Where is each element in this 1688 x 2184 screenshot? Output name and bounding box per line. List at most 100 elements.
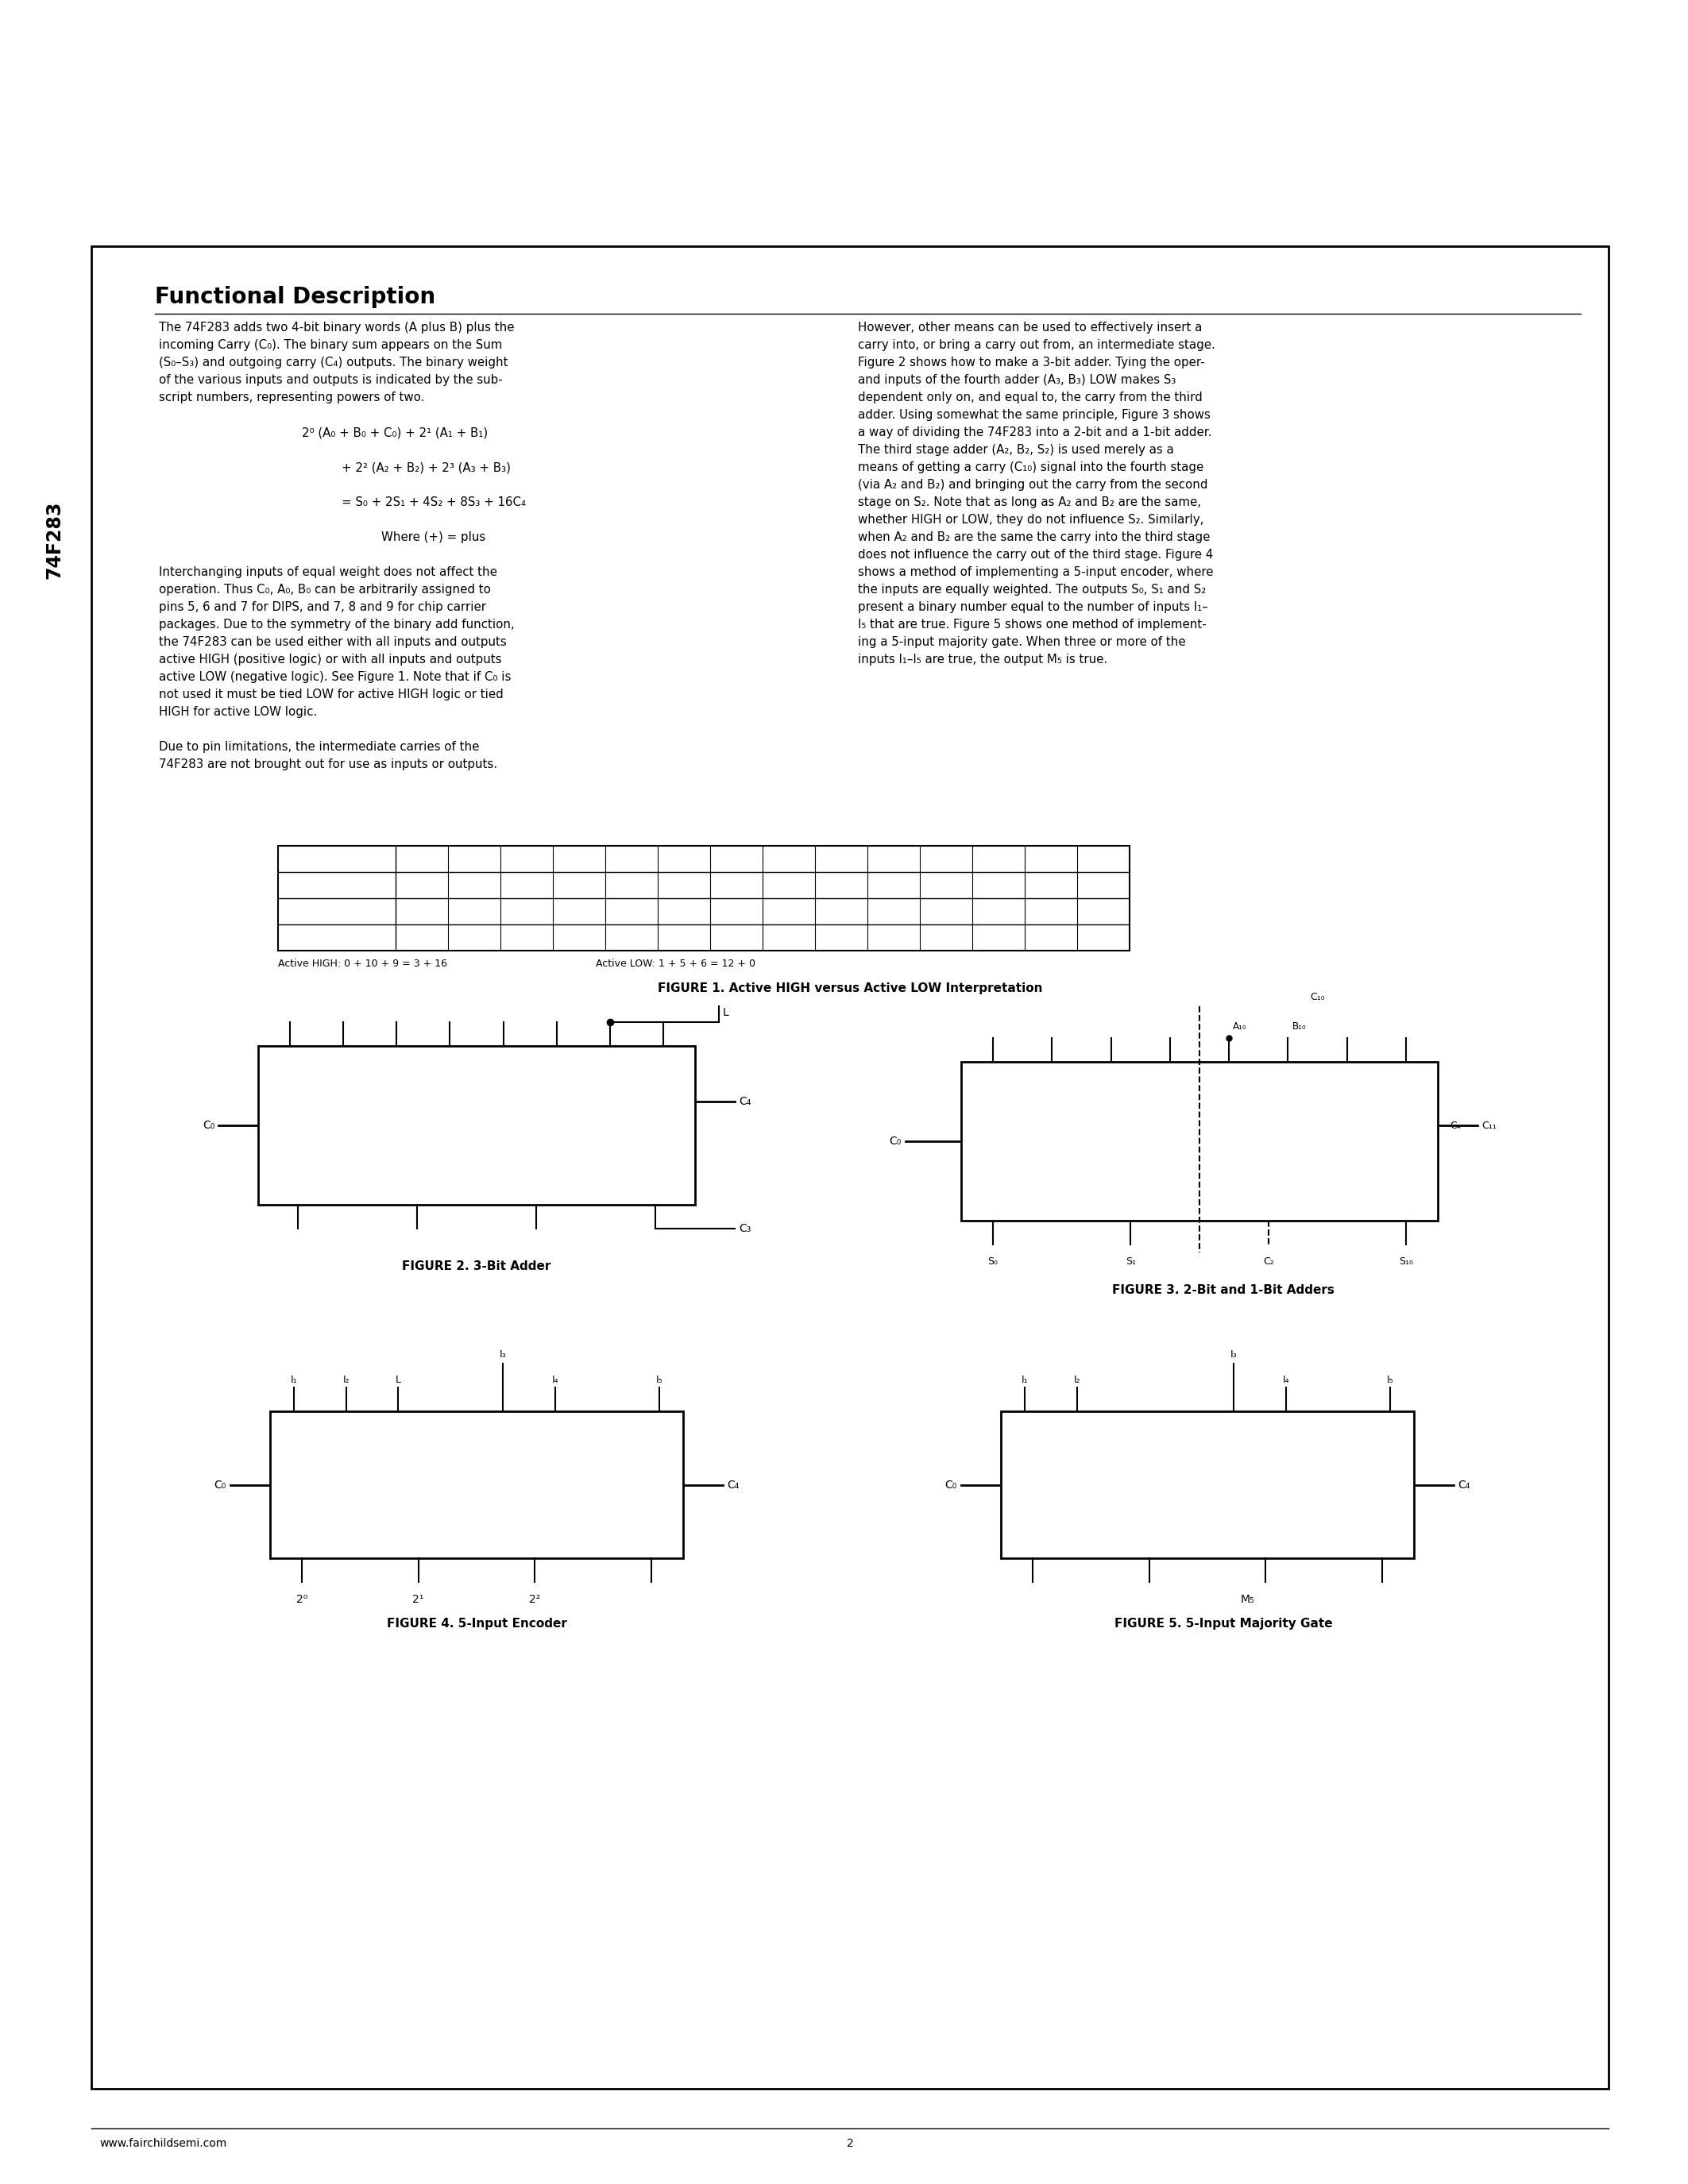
Text: B₂: B₂ — [552, 1055, 562, 1066]
Text: B₀: B₀ — [677, 854, 690, 865]
Text: the 74F283 can be used either with all inputs and outputs: the 74F283 can be used either with all i… — [159, 636, 506, 649]
Text: www.fairchildsemi.com: www.fairchildsemi.com — [100, 2138, 226, 2149]
Text: A₁: A₁ — [1106, 1072, 1116, 1081]
Text: C₀: C₀ — [214, 1479, 226, 1489]
Text: adder. Using somewhat the same principle, Figure 3 shows: adder. Using somewhat the same principle… — [858, 408, 1210, 422]
Text: stage on S₂. Note that as long as A₂ and B₂ are the same,: stage on S₂. Note that as long as A₂ and… — [858, 496, 1202, 509]
Text: active HIGH (positive logic) or with all inputs and outputs: active HIGH (positive logic) or with all… — [159, 653, 501, 666]
Text: B₁: B₁ — [444, 1055, 456, 1066]
Text: = S₀ + 2S₁ + 4S₂ + 8S₃ + 16C₄: = S₀ + 2S₁ + 4S₂ + 8S₃ + 16C₄ — [341, 496, 527, 509]
Text: shows a method of implementing a 5-input encoder, where: shows a method of implementing a 5-input… — [858, 566, 1214, 579]
Text: the inputs are equally weighted. The outputs S₀, S₁ and S₂: the inputs are equally weighted. The out… — [858, 583, 1205, 596]
Text: S₂: S₂ — [530, 1535, 540, 1546]
Text: FIGURE 3. 2-Bit and 1-Bit Adders: FIGURE 3. 2-Bit and 1-Bit Adders — [1112, 1284, 1335, 1295]
Bar — [960, 1061, 1438, 1221]
Text: means of getting a carry (C₁₀) signal into the fourth stage: means of getting a carry (C₁₀) signal in… — [858, 461, 1204, 474]
Text: 1: 1 — [1047, 933, 1055, 943]
Text: S₀: S₀ — [297, 1535, 307, 1546]
Text: 0: 0 — [994, 906, 1003, 917]
Text: S₀: S₀ — [987, 1199, 998, 1208]
Text: A₁: A₁ — [392, 1055, 402, 1066]
Text: A₃: A₃ — [625, 854, 638, 865]
Text: L: L — [722, 1007, 729, 1018]
Text: 1: 1 — [785, 933, 792, 943]
Text: 0: 0 — [680, 933, 687, 943]
Text: packages. Due to the symmetry of the binary add function,: packages. Due to the symmetry of the bin… — [159, 618, 515, 631]
Bar — [1001, 1411, 1415, 1557]
Text: S₃: S₃ — [1045, 854, 1058, 865]
Text: I₃: I₃ — [500, 1350, 506, 1361]
Text: + 2² (A₂ + B₂) + 2³ (A₃ + B₃): + 2² (A₂ + B₂) + 2³ (A₃ + B₃) — [341, 461, 511, 474]
Text: Interchanging inputs of equal weight does not affect the: Interchanging inputs of equal weight doe… — [159, 566, 498, 579]
Text: S₁: S₁ — [412, 1182, 422, 1192]
Text: A₀: A₀ — [289, 1424, 299, 1431]
Text: L: L — [733, 880, 739, 891]
Text: Functional Description: Functional Description — [155, 286, 436, 308]
Text: B₂: B₂ — [550, 1424, 560, 1431]
Text: 1: 1 — [523, 906, 530, 917]
Text: S₁: S₁ — [939, 854, 952, 865]
Text: 0: 0 — [785, 906, 793, 917]
Text: H: H — [890, 880, 898, 891]
Text: 1: 1 — [994, 933, 1003, 943]
Text: 1: 1 — [471, 933, 478, 943]
Text: 0: 0 — [523, 933, 530, 943]
Text: B₃: B₃ — [1401, 1072, 1411, 1081]
Text: B₂: B₂ — [1283, 1072, 1293, 1081]
Text: Active HIGH: 0 + 10 + 9 = 3 + 16: Active HIGH: 0 + 10 + 9 = 3 + 16 — [279, 959, 447, 970]
Text: of the various inputs and outputs is indicated by the sub-: of the various inputs and outputs is ind… — [159, 373, 503, 387]
Text: C₀: C₀ — [967, 1136, 979, 1147]
Bar — [270, 1411, 684, 1557]
Text: 1: 1 — [576, 933, 582, 943]
Text: 1: 1 — [942, 906, 950, 917]
Text: B₀: B₀ — [1047, 1072, 1057, 1081]
Text: I₅ that are true. Figure 5 shows one method of implement-: I₅ that are true. Figure 5 shows one met… — [858, 618, 1207, 631]
Text: B₃: B₃ — [658, 1055, 668, 1066]
Text: 0: 0 — [837, 933, 846, 943]
Text: C₀: C₀ — [415, 854, 429, 865]
Text: I₅: I₅ — [657, 1374, 663, 1385]
Text: A₂: A₂ — [1229, 1424, 1239, 1431]
Text: A₂: A₂ — [498, 1424, 508, 1431]
Text: A₂: A₂ — [1224, 1072, 1234, 1081]
Text: S₃: S₃ — [1377, 1535, 1388, 1546]
Text: 2²: 2² — [530, 1594, 540, 1605]
Text: 0: 0 — [419, 906, 425, 917]
Text: A₁₀: A₁₀ — [1232, 1022, 1247, 1031]
Text: I₁: I₁ — [1021, 1374, 1028, 1385]
Text: L: L — [785, 880, 792, 891]
Text: The 74F283 adds two 4-bit binary words (A plus B) plus the: The 74F283 adds two 4-bit binary words (… — [159, 321, 515, 334]
Text: 1: 1 — [1099, 906, 1107, 917]
Text: FIGURE 4. 5-Input Encoder: FIGURE 4. 5-Input Encoder — [387, 1618, 567, 1629]
Text: 2⁰: 2⁰ — [295, 1594, 307, 1605]
Text: dependent only on, and equal to, the carry from the third: dependent only on, and equal to, the car… — [858, 391, 1202, 404]
Text: L: L — [576, 880, 582, 891]
Text: L: L — [395, 1374, 402, 1385]
Text: Due to pin limitations, the intermediate carries of the: Due to pin limitations, the intermediate… — [159, 740, 479, 753]
Text: S₁: S₁ — [1126, 1256, 1136, 1267]
Text: H: H — [628, 880, 636, 891]
Text: inputs I₁–I₅ are true, the output M₅ is true.: inputs I₁–I₅ are true, the output M₅ is … — [858, 653, 1107, 666]
Text: B₀: B₀ — [341, 1424, 351, 1431]
Text: 1: 1 — [628, 906, 635, 917]
Text: 0: 0 — [576, 906, 582, 917]
Text: script numbers, representing powers of two.: script numbers, representing powers of t… — [159, 391, 424, 404]
Text: 0: 0 — [1047, 906, 1055, 917]
Text: B₁: B₁ — [446, 1424, 456, 1431]
Text: A₂: A₂ — [572, 854, 586, 865]
Text: 2: 2 — [846, 2138, 854, 2149]
Text: pins 5, 6 and 7 for DIPS, and 7, 8 and 9 for chip carrier: pins 5, 6 and 7 for DIPS, and 7, 8 and 9… — [159, 601, 486, 614]
Text: S₃: S₃ — [650, 1182, 660, 1192]
Text: I₄: I₄ — [552, 1374, 559, 1385]
Text: I₃: I₃ — [1231, 1350, 1237, 1361]
Bar — [91, 247, 1609, 2088]
Text: operation. Thus C₀, A₀, B₀ can be arbitrarily assigned to: operation. Thus C₀, A₀, B₀ can be arbitr… — [159, 583, 491, 596]
Text: B₃: B₃ — [1386, 1424, 1394, 1431]
Text: S₁: S₁ — [1144, 1535, 1155, 1546]
Text: 0: 0 — [890, 933, 898, 943]
Text: S₂: S₂ — [532, 1182, 542, 1192]
Text: FIGURE 2. 3-Bit Adder: FIGURE 2. 3-Bit Adder — [402, 1260, 550, 1273]
Text: Logic Levels: Logic Levels — [284, 880, 351, 891]
Text: A₂: A₂ — [498, 1055, 508, 1066]
Text: incoming Carry (C₀). The binary sum appears on the Sum: incoming Carry (C₀). The binary sum appe… — [159, 339, 503, 352]
